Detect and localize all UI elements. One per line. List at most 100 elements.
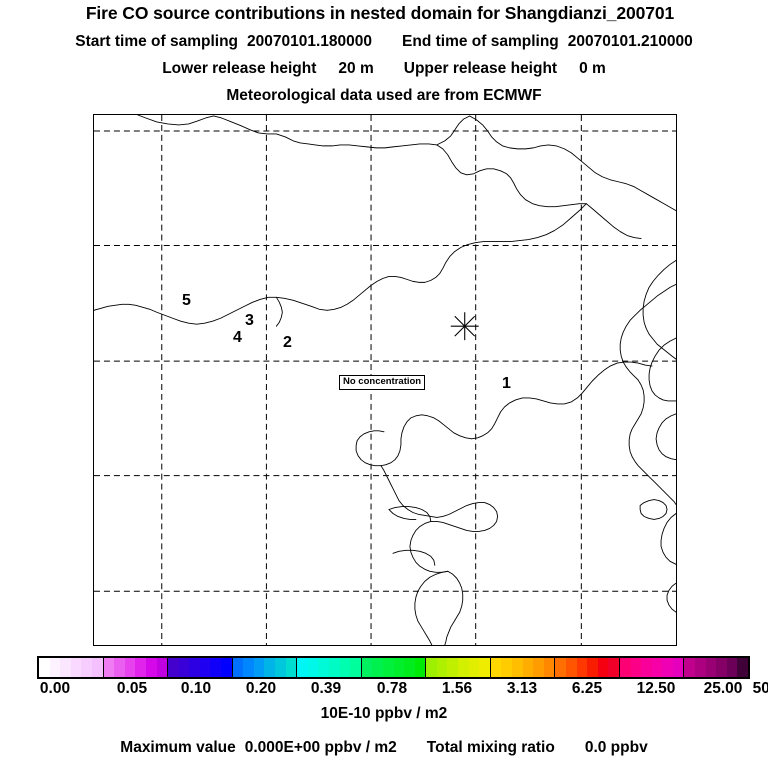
colorbar-tick-3.13: 3.13 — [506, 680, 538, 697]
colorbar-step — [253, 658, 265, 677]
colorbar-step — [555, 658, 566, 677]
particle-label-2: 2 — [283, 334, 292, 351]
colorbar-band-25.00-50.00 — [684, 658, 749, 677]
colorbar-step — [275, 658, 286, 677]
colorbar-tick-6.25: 6.25 — [571, 680, 603, 697]
colorbar-step — [350, 658, 361, 677]
map-canvas — [94, 115, 676, 645]
colorbar-step — [339, 658, 351, 677]
colorbar-step — [404, 658, 415, 677]
colorbar-step — [684, 658, 696, 677]
colorbar-tick-0.00: 0.00 — [39, 680, 71, 697]
colorbar-step — [522, 658, 534, 677]
graticule-gridlines — [94, 115, 676, 645]
maximum-value-label: Maximum value — [120, 739, 236, 756]
colorbar-step — [426, 658, 437, 677]
release-height-line: Lower release height 20 m Upper release he… — [0, 60, 768, 78]
colorbar-step — [619, 658, 631, 677]
colorbar-step — [705, 658, 717, 677]
particle-label-5: 5 — [182, 292, 191, 309]
colorbar-step — [662, 658, 673, 677]
colorbar-step — [458, 658, 469, 677]
colorbar-step — [587, 658, 598, 677]
colorbar-step — [178, 658, 190, 677]
colorbar-step — [307, 658, 319, 677]
colorbar-step — [124, 658, 136, 677]
colorbar-step — [114, 658, 125, 677]
colorbar-step — [651, 658, 663, 677]
particle-label-1: 1 — [502, 375, 511, 392]
colorbar-tick-12.50: 12.50 — [636, 680, 676, 697]
maximum-value: 0.000E+00 ppbv / m2 — [244, 739, 397, 756]
colorbar-band-6.25-12.50 — [555, 658, 620, 677]
met-data-note: Meteorological data used are from ECMWF — [226, 87, 542, 104]
release-site-asterisk-icon — [450, 312, 479, 341]
colorbar-step — [297, 658, 308, 677]
colorbar-tick-0.39: 0.39 — [310, 680, 342, 697]
footer-summary-line: Maximum value 0.000E+00 ppbv / m2 Total mi… — [0, 739, 768, 757]
colorbar-step — [135, 658, 146, 677]
colorbar-band-0.10-0.20 — [168, 658, 233, 677]
colorbar-tick-labels: 0.00 0.05 0.10 0.20 0.39 0.78 1.56 3.13 6.25 12.5… — [0, 680, 768, 700]
page-title: Fire CO source contributions in nested d… — [85, 3, 675, 23]
total-mixing-ratio-label: Total mixing ratio — [426, 739, 555, 756]
colorbar-step — [436, 658, 448, 677]
colorbar-step — [414, 658, 426, 677]
colorbar-step — [91, 658, 103, 677]
colorbar-tick-0.05: 0.05 — [116, 680, 148, 697]
particle-label-3: 3 — [245, 312, 254, 329]
colorbar-step — [103, 658, 115, 677]
colorbar-step — [533, 658, 544, 677]
end-time-value: 20070101.210000 — [567, 33, 693, 50]
colorbar-band-0.20-0.39 — [232, 658, 298, 677]
upper-release-label: Upper release height — [403, 60, 558, 77]
colorbar-step — [81, 658, 92, 677]
colorbar-step — [576, 658, 588, 677]
colorbar-step — [543, 658, 555, 677]
colorbar-tick-0.10: 0.10 — [180, 680, 212, 697]
colorbar — [37, 656, 750, 679]
total-mixing-ratio-value: 0.0 ppbv — [584, 739, 648, 756]
colorbar-band-0.39-0.78 — [297, 658, 362, 677]
colorbar-step — [382, 658, 394, 677]
colorbar-step — [168, 658, 179, 677]
colorbar-band-0.00-0.05 — [39, 658, 104, 677]
colorbar-step — [608, 658, 619, 677]
colorbar-step — [243, 658, 254, 677]
colorbar-step — [565, 658, 577, 677]
colorbar-band-12.50-25.00 — [619, 658, 685, 677]
colorbar-step — [393, 658, 405, 677]
colorbar-step — [232, 658, 244, 677]
colorbar-step — [372, 658, 383, 677]
colorbar-step — [512, 658, 523, 677]
colorbar-step — [447, 658, 459, 677]
colorbar-step — [672, 658, 684, 677]
colorbar-step — [630, 658, 642, 677]
colorbar-step — [210, 658, 222, 677]
particle-label-4: 4 — [233, 329, 242, 346]
colorbar-step — [285, 658, 297, 677]
colorbar-step — [318, 658, 329, 677]
colorbar-step — [156, 658, 168, 677]
colorbar-step — [70, 658, 82, 677]
colorbar-step — [501, 658, 513, 677]
coastline-layer — [94, 115, 676, 645]
colorbar-step — [328, 658, 340, 677]
colorbar-step — [695, 658, 706, 677]
colorbar-tick-0.20: 0.20 — [245, 680, 277, 697]
colorbar-step — [597, 658, 609, 677]
colorbar-step — [39, 658, 50, 677]
colorbar-step — [189, 658, 200, 677]
colorbar-tick-0.78: 0.78 — [376, 680, 408, 697]
colorbar-step — [199, 658, 211, 677]
upper-release-value: 0 m — [579, 60, 606, 77]
colorbar-step — [737, 658, 749, 677]
colorbar-step — [145, 658, 157, 677]
colorbar-band-1.56-3.13 — [426, 658, 491, 677]
colorbar-container — [37, 656, 750, 679]
colorbar-tick-25.00: 25.00 — [703, 680, 743, 697]
lower-release-value: 20 m — [338, 60, 374, 77]
colorbar-step — [221, 658, 232, 677]
map-plot-frame: 1 2 3 4 5 No concentration — [93, 114, 677, 646]
colorbar-tick-50.00: 50.00 — [752, 680, 768, 697]
